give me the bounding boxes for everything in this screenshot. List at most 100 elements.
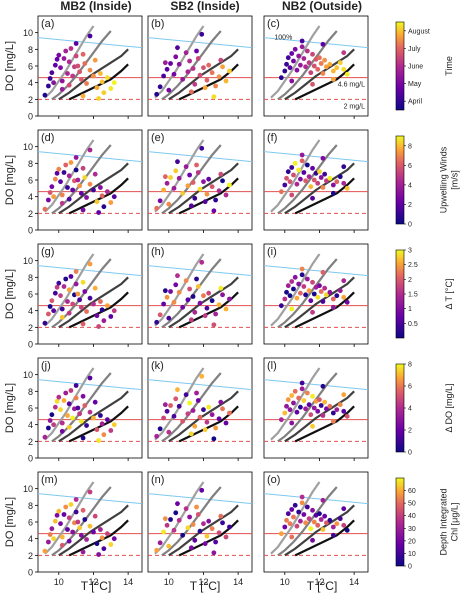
data-point xyxy=(206,404,212,410)
y-tick-label: 10 xyxy=(23,256,33,266)
reference-curve-2 xyxy=(58,276,129,329)
data-point xyxy=(223,78,229,84)
data-point xyxy=(187,400,193,406)
data-point xyxy=(77,525,82,531)
y-axis-label: DO [mg/L] xyxy=(4,155,16,205)
data-point xyxy=(175,273,180,279)
data-point xyxy=(218,285,224,291)
data-point xyxy=(282,68,288,74)
data-point xyxy=(330,76,336,82)
data-point xyxy=(310,423,315,429)
data-point xyxy=(197,72,203,78)
data-point xyxy=(320,383,326,389)
data-point xyxy=(195,512,201,517)
data-point xyxy=(318,175,324,180)
data-point xyxy=(337,174,343,180)
data-point xyxy=(164,66,170,72)
data-point xyxy=(157,84,163,90)
data-point xyxy=(65,527,70,532)
data-point xyxy=(75,405,81,411)
data-point xyxy=(104,303,110,309)
data-point xyxy=(303,292,308,298)
data-point xyxy=(168,289,173,294)
panel-letter: (h) xyxy=(151,246,164,258)
data-point xyxy=(54,170,60,176)
data-point xyxy=(304,504,310,510)
data-point xyxy=(330,190,336,196)
data-point xyxy=(46,425,51,431)
data-point xyxy=(161,73,167,79)
data-point xyxy=(334,65,340,71)
data-point xyxy=(209,526,215,532)
colorbar-gradient xyxy=(395,363,405,453)
colorbar-tick-label: 6 xyxy=(408,384,412,391)
data-point xyxy=(299,38,305,44)
data-point xyxy=(176,517,182,523)
data-point xyxy=(192,81,198,87)
data-point xyxy=(223,306,229,312)
data-point xyxy=(108,542,114,547)
reference-curve-3 xyxy=(294,519,355,557)
data-point xyxy=(157,540,163,546)
data-point xyxy=(94,427,100,433)
data-point xyxy=(341,66,347,72)
panel-3-2: (l) xyxy=(263,357,369,461)
data-point xyxy=(213,539,219,545)
data-point xyxy=(80,549,86,555)
data-point xyxy=(341,522,347,528)
data-point xyxy=(298,62,303,68)
data-point xyxy=(298,290,303,296)
data-point xyxy=(51,308,56,314)
data-point xyxy=(194,48,199,54)
data-point xyxy=(54,512,60,518)
data-point xyxy=(192,195,198,201)
data-point xyxy=(91,529,96,535)
data-point xyxy=(211,322,217,328)
panel-2-0: (g) 0 2 4 6 8 10 DO [mg/L] xyxy=(4,243,143,350)
reference-curve-2 xyxy=(58,48,129,101)
data-point xyxy=(52,176,58,182)
data-point xyxy=(209,70,215,76)
data-point xyxy=(46,197,51,203)
data-point xyxy=(195,56,201,61)
data-point xyxy=(166,315,172,321)
y-tick-label: 10 xyxy=(23,142,33,152)
column-title-mb2: MB2 (Inside) xyxy=(60,0,131,13)
data-point xyxy=(204,305,210,311)
data-point xyxy=(104,75,110,81)
data-point xyxy=(296,281,302,287)
data-point xyxy=(287,65,293,71)
data-point xyxy=(341,506,347,512)
data-point xyxy=(51,422,56,428)
colorbar-label: [m/s] xyxy=(450,170,460,190)
data-point xyxy=(47,76,53,81)
data-point xyxy=(310,507,315,513)
data-point xyxy=(278,531,284,537)
data-point xyxy=(303,178,308,184)
data-point xyxy=(306,174,312,180)
data-point xyxy=(292,388,298,394)
data-point xyxy=(330,532,336,538)
data-point xyxy=(320,299,326,304)
data-point xyxy=(216,74,222,80)
data-point xyxy=(176,175,182,181)
data-point xyxy=(104,189,110,195)
saturation-line xyxy=(147,151,253,163)
data-point xyxy=(289,192,295,198)
data-point xyxy=(344,527,350,533)
reference-curve-3 xyxy=(68,63,129,101)
data-point xyxy=(168,517,173,522)
data-point xyxy=(188,203,194,209)
data-point xyxy=(334,293,340,299)
data-point xyxy=(68,46,74,51)
saturation-line xyxy=(147,493,253,505)
reference-curve-3 xyxy=(68,519,129,557)
colorbar-tick-label: 4 xyxy=(408,182,412,189)
data-point xyxy=(227,410,232,416)
y-tick-label: 0 xyxy=(28,226,33,236)
data-point xyxy=(284,61,289,67)
data-point xyxy=(94,199,100,205)
panel-2-1: (h) xyxy=(147,243,253,347)
y-tick-label: 10 xyxy=(23,28,33,38)
reference-curve-1 xyxy=(277,372,338,443)
